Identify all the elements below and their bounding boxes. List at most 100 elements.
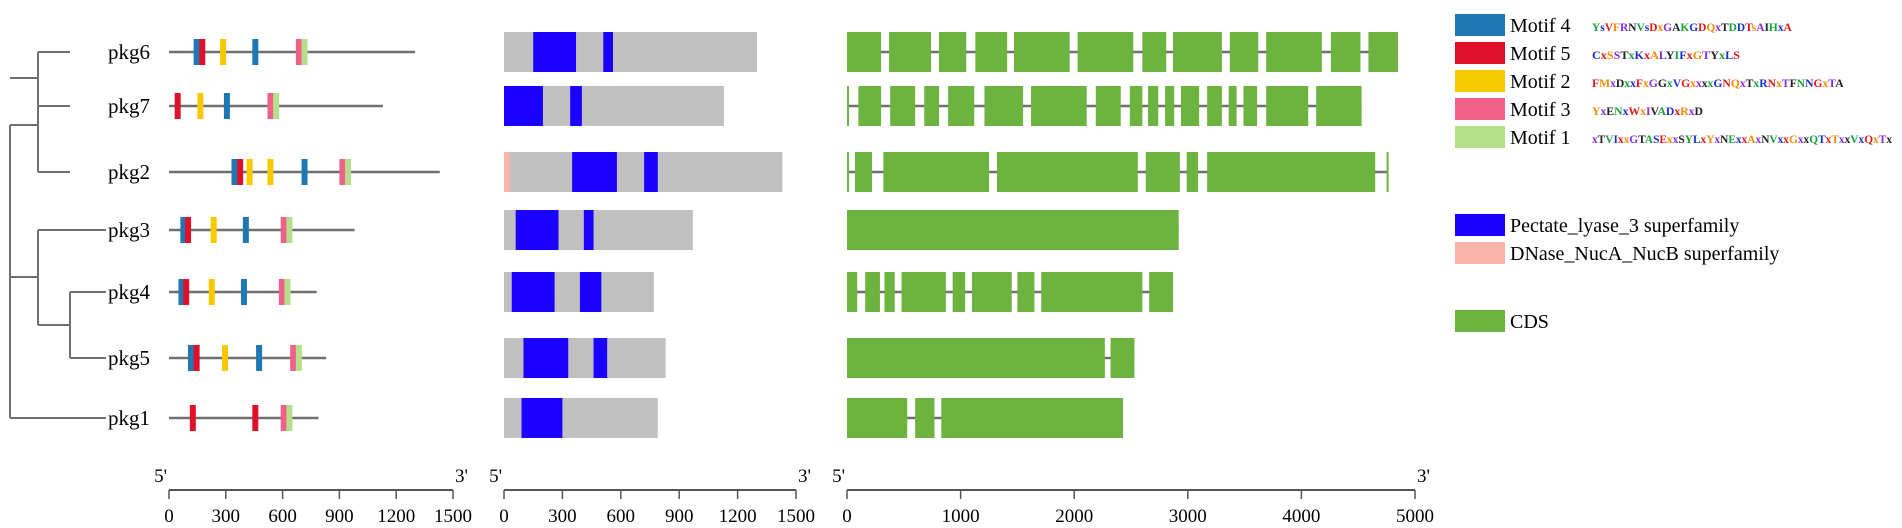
gene-label: pkg4: [108, 280, 151, 304]
motif1-mark: [284, 279, 291, 305]
motif2-mark: [220, 39, 227, 65]
pectate-domain: [570, 86, 582, 126]
motif3-swatch: [1455, 98, 1505, 120]
gene-label: pkg1: [108, 406, 150, 430]
domain-track-pkg4: [504, 272, 654, 312]
cds-exon: [1173, 32, 1222, 72]
cds-exon: [1180, 86, 1200, 126]
tree-branch: [10, 51, 70, 107]
gene-track-pkg2: [847, 152, 1389, 192]
cds-exon: [1095, 86, 1121, 126]
tree-branch: [10, 229, 106, 325]
cds-exon: [847, 338, 1105, 378]
tick-label: 0: [842, 506, 852, 527]
motif5-mark: [193, 345, 200, 371]
motif-panel: 0 300 600 900 1200 1500 5' 3': [154, 39, 472, 527]
motif5-mark: [174, 93, 181, 119]
cds-exon: [1229, 32, 1259, 72]
domain-track-pkg3: [504, 210, 693, 250]
motif4-mark: [178, 279, 185, 305]
tick-label: 300: [212, 506, 241, 527]
motif4-mark: [240, 279, 247, 305]
cds-exon: [941, 398, 1124, 438]
tick-label: 900: [665, 506, 694, 527]
motif2-mark: [267, 159, 274, 185]
tick-label: 3000: [1169, 506, 1207, 527]
motif3-mark: [295, 39, 302, 65]
gene-label: pkg5: [108, 346, 150, 370]
tick-label: 1000: [942, 506, 980, 527]
pectate-domain: [533, 32, 577, 72]
motif1-mark: [345, 159, 352, 185]
motif1-swatch: [1455, 126, 1505, 148]
legend-label: Pectate_lyase_3 superfamily: [1510, 215, 1739, 237]
pectate-domain: [515, 210, 559, 250]
motif-axis: 0 300 600 900 1200 1500 5' 3': [154, 466, 472, 527]
cds-exon: [1228, 86, 1237, 126]
cds-exon: [1145, 152, 1180, 192]
motif2-mark: [210, 217, 217, 243]
motif5-mark: [185, 217, 192, 243]
legend-item-motif3: Motif 3 YxENxWxIVADxRxD: [1455, 98, 1703, 121]
three-prime-label: 3': [455, 466, 468, 487]
tick-label: 1500: [777, 506, 815, 527]
cds-exon: [1165, 86, 1175, 126]
legend-label: CDS: [1510, 311, 1549, 333]
cds-swatch: [1455, 310, 1505, 332]
cds-exon: [1110, 338, 1135, 378]
motif2-mark: [197, 93, 204, 119]
gene-label: pkg2: [108, 160, 150, 184]
gene-track-pkg6: [847, 32, 1398, 72]
motif3-mark: [267, 93, 274, 119]
legend-label: Motif 4: [1510, 15, 1571, 37]
cds-exon: [1330, 32, 1361, 72]
tick-label: 600: [607, 506, 636, 527]
cds-exon: [847, 398, 908, 438]
motif3-mark: [280, 217, 287, 243]
cds-exon: [890, 86, 916, 126]
pectate-domain: [572, 152, 617, 192]
motif4-mark: [301, 159, 308, 185]
gene-track-pkg3: [847, 210, 1179, 250]
gene-label: pkg6: [108, 40, 150, 64]
domain-track-pkg5: [504, 338, 666, 378]
cds-exon: [883, 152, 989, 192]
three-prime-label: 3': [1417, 466, 1430, 487]
domain-track-pkg1: [504, 398, 658, 438]
motif4-mark: [256, 345, 263, 371]
cds-exon: [996, 152, 1138, 192]
cds-exon: [847, 272, 858, 312]
motif5-mark: [189, 405, 196, 431]
gene-track-pkg5: [847, 338, 1135, 378]
sequence-logo: YsVFRNVsDxGAKGDQxTDDTsAIHxA: [1592, 20, 1792, 34]
tick-label: 2000: [1055, 506, 1093, 527]
cds-exon: [984, 86, 1024, 126]
tick-label: 1200: [377, 506, 415, 527]
legend-label: DNase_NucA_NucB superfamily: [1510, 243, 1779, 265]
gene-label: pkg3: [108, 218, 150, 242]
pectate-domain: [579, 272, 602, 312]
three-prime-label: 3': [798, 466, 811, 487]
motif1-mark: [301, 39, 308, 65]
tick-label: 0: [499, 506, 509, 527]
cds-exon: [884, 272, 895, 312]
motif-track-pkg4: [169, 279, 317, 305]
legend-label: Motif 2: [1510, 71, 1571, 93]
cds-exon: [1013, 32, 1070, 72]
legend-label: Motif 5: [1510, 43, 1571, 65]
domain-track-pkg6: [504, 32, 758, 72]
motif4-swatch: [1455, 14, 1505, 36]
tick-label: 600: [268, 506, 297, 527]
motif4-mark: [231, 159, 238, 185]
cds-exon: [1207, 86, 1222, 126]
motif5-mark: [199, 39, 206, 65]
cds-exon: [915, 398, 935, 438]
cds-exon: [858, 86, 882, 126]
cds-exon: [1041, 272, 1143, 312]
gene-label: pkg7: [108, 94, 150, 118]
sequence-logo: YxENxWxIVADxRxD: [1592, 104, 1703, 118]
cds-exon: [1148, 86, 1159, 126]
dnase-domain: [504, 152, 510, 192]
cds-exon: [1129, 86, 1143, 126]
